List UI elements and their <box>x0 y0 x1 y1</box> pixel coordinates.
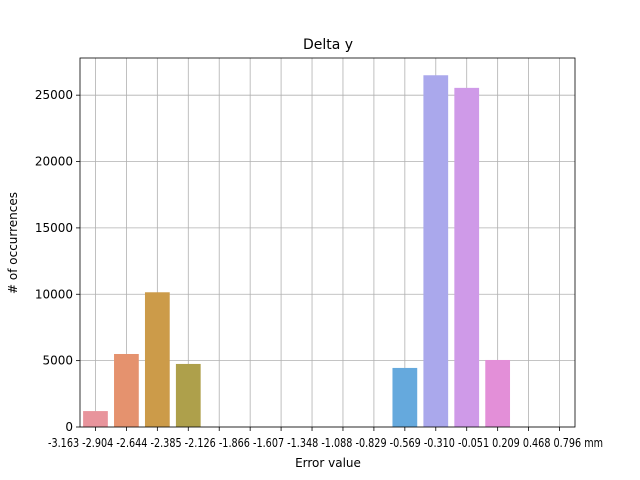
y-tick-label: 20000 <box>35 155 73 169</box>
bar <box>144 292 170 427</box>
y-tick-label: 10000 <box>35 287 73 301</box>
y-tick-label: 25000 <box>35 88 73 102</box>
y-tick-label: 5000 <box>42 354 73 368</box>
chart-title: Delta y <box>303 37 353 53</box>
bars <box>83 75 511 427</box>
x-tick-labels: -3.163 -2.904 -2.644 -2.385 -2.126 -1.86… <box>48 436 603 450</box>
bar <box>83 411 108 427</box>
y-tick-label: 15000 <box>35 221 73 235</box>
x-axis-label: Error value <box>295 456 361 470</box>
y-tick-label: 0 <box>65 420 73 434</box>
bar <box>175 363 201 427</box>
bar <box>114 353 139 427</box>
bar <box>454 87 480 427</box>
bar <box>392 367 418 427</box>
y-axis-label: # of occurrences <box>6 192 20 294</box>
axis-ticks: 0 5000 10000 15000 20000 25000 <box>35 88 560 434</box>
bar <box>485 359 511 427</box>
plot-frame <box>79 57 576 428</box>
bar <box>423 75 449 427</box>
